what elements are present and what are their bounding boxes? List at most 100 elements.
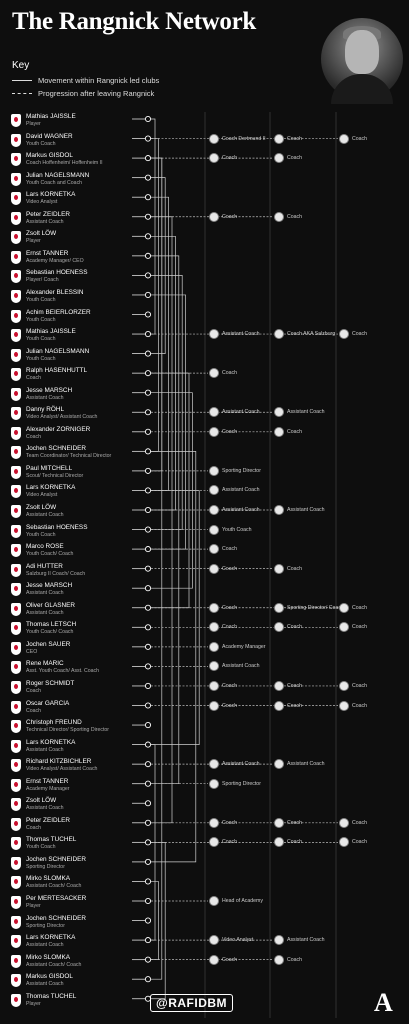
person-name: Zsolt LÖW: [26, 504, 57, 511]
club-crest-icon: [11, 700, 21, 714]
person-row: Achim BEIERLORZER Youth Coach: [11, 309, 141, 327]
person-row: Jochen SCHNEIDER Sporting Director: [11, 856, 141, 874]
club-crest-icon: [11, 192, 21, 206]
club-logo-icon: [274, 407, 284, 418]
person-name: Thomas LETSCH: [26, 621, 77, 629]
club-logo-icon: [274, 563, 284, 574]
person-name: Achim BEIERLORZER: [26, 308, 91, 316]
person-name: Sebastian HOENESS: [26, 523, 88, 531]
person-row: Julian NAGELSMANN Youth Coach: [11, 348, 141, 366]
person-row: Ralph HASENHUTTL Coach: [11, 367, 141, 385]
person-name: Markus GISDOL: [26, 152, 73, 160]
person-role: Video Analyst/ Assistant Coach: [26, 766, 98, 773]
person-name: Zsolt LÖW: [26, 230, 57, 238]
movement-line: [151, 881, 159, 960]
person-row: Thomas TUCHEL Player: [11, 993, 141, 1011]
person-row: Rene MARIC Asst. Youth Coach/ Asst. Coach: [11, 660, 141, 678]
club-role-label: Coach: [222, 213, 237, 220]
club-logo-icon: [209, 524, 219, 535]
person-name: Lars KORNETKA: [26, 484, 76, 492]
club-role-label: Coach: [352, 702, 367, 709]
club-logo-icon: [209, 329, 219, 340]
club-crest-icon: [11, 289, 21, 303]
person-row: Roger SCHMIDT Coach: [11, 680, 141, 698]
person-row: Zsolt LÖW Assistant Coach: [11, 797, 141, 815]
person-role: Assistant Coach: [26, 746, 64, 753]
club-logo-icon: [274, 133, 284, 144]
club-logo-icon: [339, 622, 349, 633]
club-logo-icon: [274, 622, 284, 633]
person-role: Youth Coach: [26, 296, 56, 303]
person-row: Mathias JAISSLE Player: [11, 113, 141, 131]
person-row: Ernst TANNER Academy Manager/ CEO: [11, 250, 141, 268]
club-logo-icon: [339, 817, 349, 828]
person-name: Jesse MARSCH: [26, 582, 73, 590]
person-name: Mathias JAISSLE: [26, 113, 76, 120]
person-node: [144, 115, 152, 123]
club-role-label: Coach: [222, 565, 237, 572]
person-node: [144, 350, 152, 357]
person-name: Lars KORNETKA: [26, 191, 76, 199]
club-logo-icon: [274, 602, 284, 613]
person-name: Peter ZEIDLER: [26, 210, 71, 218]
club-logo-icon: [339, 602, 349, 613]
person-node: [144, 194, 152, 201]
club-logo-icon: [274, 700, 284, 711]
dashed-line-icon: [12, 93, 32, 94]
club-crest-icon: [11, 720, 21, 734]
person-name: Roger SCHMIDT: [26, 679, 75, 687]
person-role: Player: [26, 1000, 41, 1007]
club-logo-icon: [209, 778, 219, 789]
person-node: [144, 858, 152, 865]
key-heading: Key: [12, 60, 30, 71]
person-node: [144, 272, 152, 279]
club-role-label: Academy Manager: [222, 643, 266, 650]
club-role-label: Coach: [287, 213, 302, 220]
club-role-label: Coach: [287, 428, 302, 435]
club-logo-icon: [209, 465, 219, 476]
person-role: Youth Coach: [26, 844, 56, 851]
club-crest-icon: [11, 465, 21, 479]
club-crest-icon: [11, 446, 21, 460]
key-dashed-label: Progression after leaving Rangnick: [38, 89, 155, 98]
person-role: Youth Coach/ Coach: [26, 629, 74, 636]
club-crest-icon: [11, 661, 21, 675]
person-name: Lars KORNETKA: [26, 934, 76, 942]
club-logo-icon: [209, 563, 219, 574]
person-node: [144, 663, 152, 670]
person-role: Assistant Coach/ Coach: [26, 961, 82, 968]
person-node: [144, 252, 152, 259]
person-row: Peter ZEIDLER Assistant Coach: [11, 211, 141, 229]
club-logo-icon: [274, 759, 284, 770]
club-crest-icon: [11, 739, 21, 753]
person-row: Mirko SLOMKA Assistant Coach/ Coach: [11, 875, 141, 893]
club-crest-icon: [11, 974, 21, 988]
person-name: Julian NAGELSMANN: [26, 347, 90, 355]
club-role-label: Coach: [222, 819, 237, 826]
club-logo-icon: [209, 954, 219, 965]
key-dashed-row: Progression after leaving Rangnick: [12, 89, 154, 98]
person-row: Alexander ZORNIGER Coach: [11, 426, 141, 444]
person-row: Lars KORNETKA Assistant Coach: [11, 934, 141, 952]
person-name: Peter ZEIDLER: [26, 816, 71, 824]
club-role-label: Head of Academy: [222, 898, 263, 904]
club-crest-icon: [11, 524, 21, 538]
page-title: The Rangnick Network: [12, 8, 257, 35]
person-role: Coach: [26, 687, 41, 694]
person-name: Alexander ZORNIGER: [26, 425, 91, 433]
person-name: Paul MITCHELL: [26, 464, 73, 472]
person-row: Oliver GLASNER Assistant Coach: [11, 602, 141, 620]
person-role: Technical Director/ Sporting Director: [26, 727, 110, 734]
club-crest-icon: [11, 817, 21, 831]
club-role-label: Coach: [352, 331, 367, 338]
person-name: Per MERTESACKER: [26, 895, 87, 902]
club-role-label: Coach: [287, 702, 302, 709]
person-node: [144, 917, 152, 924]
person-name: Rene MARIC: [26, 660, 64, 668]
club-crest-icon: [11, 602, 21, 616]
person-name: Julian NAGELSMANN: [26, 171, 90, 179]
club-crest-icon: [11, 544, 21, 558]
club-logo-icon: [209, 544, 219, 555]
club-crest-icon: [11, 172, 21, 186]
